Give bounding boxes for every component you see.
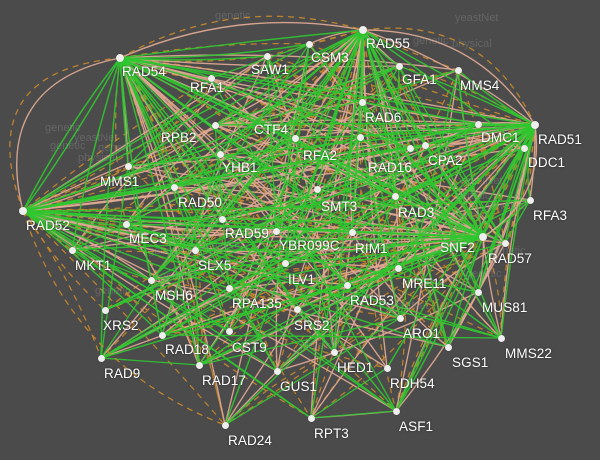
graph-node-mms22[interactable]	[497, 334, 505, 342]
graph-node-rad3[interactable]	[391, 192, 399, 200]
graph-node-rad16[interactable]	[406, 144, 414, 152]
graph-node-ybr099c[interactable]	[272, 227, 280, 235]
graph-node-rad9[interactable]	[97, 354, 105, 362]
graph-node-gus1[interactable]	[273, 367, 281, 375]
graph-node-csm3[interactable]	[305, 40, 313, 48]
graph-node-yhb1[interactable]	[216, 150, 224, 158]
graph-node-rad51[interactable]	[531, 121, 539, 129]
graph-node-rad53[interactable]	[343, 281, 351, 289]
graph-node-rad54[interactable]	[116, 54, 124, 62]
graph-node-mkt1[interactable]	[68, 246, 76, 254]
graph-node-snf2[interactable]	[479, 233, 487, 241]
graph-node-rad6[interactable]	[358, 98, 366, 106]
graph-node-dmc1[interactable]	[474, 120, 482, 128]
graph-node-rpb2[interactable]	[211, 121, 219, 129]
graph-node-smt3[interactable]	[313, 185, 321, 193]
graph-node-msh6[interactable]	[147, 276, 155, 284]
graph-node-mms4[interactable]	[454, 66, 462, 74]
graph-node-ctf4[interactable]	[291, 134, 299, 142]
graph-node-aro1[interactable]	[396, 314, 404, 322]
graph-node-rad50[interactable]	[170, 183, 178, 191]
graph-node-rim1[interactable]	[348, 228, 356, 236]
graph-node-rfa3[interactable]	[526, 196, 534, 204]
graph-node-xrs2[interactable]	[101, 306, 109, 314]
graph-node-slx5[interactable]	[191, 246, 199, 254]
graph-node-mus81[interactable]	[474, 288, 482, 296]
graph-node-rpt3[interactable]	[307, 414, 315, 422]
graph-node-rad52[interactable]	[19, 207, 27, 215]
graph-node-mre11[interactable]	[394, 264, 402, 272]
graph-node-rdh54[interactable]	[383, 364, 391, 372]
graph-node-rad55[interactable]	[359, 26, 367, 34]
graph-node-cst9[interactable]	[225, 327, 233, 335]
graph-node-hed1[interactable]	[330, 348, 338, 356]
graph-node-srs2[interactable]	[293, 305, 301, 313]
graph-node-rad18[interactable]	[158, 331, 166, 339]
graph-node-rad17[interactable]	[195, 361, 203, 369]
graph-node-rpa135[interactable]	[225, 284, 233, 292]
graph-node-rfa2[interactable]	[356, 133, 364, 141]
graph-node-rad59[interactable]	[218, 215, 226, 223]
graph-node-rfa1[interactable]	[207, 74, 215, 82]
graph-node-asf1[interactable]	[392, 407, 400, 415]
graph-node-gfa1[interactable]	[395, 62, 403, 70]
graph-node-saw1[interactable]	[263, 52, 271, 60]
graph-node-rad24[interactable]	[221, 421, 229, 429]
graph-node-mec3[interactable]	[122, 220, 130, 228]
graph-node-ilv1[interactable]	[281, 259, 289, 267]
graph-node-rad57[interactable]	[501, 239, 509, 247]
graph-node-ddc1[interactable]	[520, 144, 528, 152]
graph-node-mms1[interactable]	[124, 162, 132, 170]
graph-node-cpa2[interactable]	[421, 141, 429, 149]
graph-node-sgs1[interactable]	[444, 343, 452, 351]
